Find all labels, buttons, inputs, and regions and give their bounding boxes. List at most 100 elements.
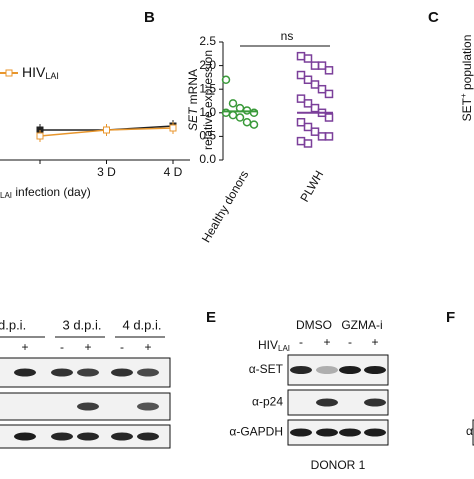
point bbox=[303, 139, 313, 148]
band bbox=[316, 398, 338, 407]
lane-sign: - bbox=[299, 335, 303, 349]
lane-sign: + bbox=[21, 340, 28, 354]
annotation: ns bbox=[281, 29, 294, 43]
lane-sign: + bbox=[144, 340, 151, 354]
band bbox=[14, 368, 36, 377]
point bbox=[103, 126, 110, 134]
row-label: α bbox=[466, 424, 473, 438]
x-tick-label: PLWH bbox=[297, 168, 326, 204]
x-label-sub: LAI bbox=[0, 191, 12, 200]
point bbox=[228, 99, 238, 108]
point bbox=[249, 120, 259, 129]
band bbox=[316, 366, 338, 374]
y-axis-label: relative expression bbox=[201, 50, 215, 150]
band bbox=[364, 366, 386, 374]
y-label-text: population bbox=[460, 35, 474, 94]
legend-marker bbox=[5, 69, 13, 77]
lane-sign: + bbox=[371, 335, 378, 349]
point bbox=[235, 113, 245, 122]
group-header: DMSO bbox=[296, 318, 332, 332]
y-axis-label: SET mRNA bbox=[186, 69, 200, 131]
legend-sub: LAI bbox=[45, 71, 59, 81]
band bbox=[77, 368, 99, 377]
y-tick-label: 0.0 bbox=[199, 152, 216, 166]
panel-label: C bbox=[428, 9, 439, 26]
hiv-sub: LAI bbox=[278, 344, 290, 353]
point bbox=[310, 127, 320, 136]
point bbox=[296, 117, 306, 127]
y-tick-label: 2.0 bbox=[199, 58, 216, 72]
y-label-text: SET bbox=[460, 97, 474, 121]
point bbox=[303, 122, 313, 132]
row-label: α-p24 bbox=[252, 395, 283, 409]
band bbox=[137, 402, 159, 411]
point bbox=[317, 61, 327, 70]
hiv-text: HIV bbox=[258, 338, 278, 352]
band bbox=[339, 366, 361, 374]
legend-entry: HIVLAI bbox=[22, 64, 59, 82]
lane-header: d.p.i. bbox=[0, 317, 26, 332]
band bbox=[77, 402, 99, 411]
point bbox=[317, 132, 327, 141]
y-tick-label: 0.5 bbox=[199, 129, 216, 143]
point bbox=[228, 110, 238, 120]
point bbox=[303, 54, 313, 63]
y-tick-label: 2.5 bbox=[199, 34, 216, 48]
point bbox=[36, 132, 44, 140]
point bbox=[221, 108, 231, 118]
legend-text: HIV bbox=[22, 64, 46, 80]
point bbox=[310, 103, 320, 113]
band bbox=[137, 432, 159, 441]
lane-header: 3 d.p.i. bbox=[62, 317, 101, 332]
lane-sign: - bbox=[120, 340, 124, 354]
band bbox=[290, 428, 312, 437]
y-axis-label: SET+ population bbox=[459, 35, 474, 122]
y-tick-label: 1.5 bbox=[199, 81, 216, 95]
row-label: α-GAPDH bbox=[229, 425, 283, 439]
lane-sign: + bbox=[84, 340, 91, 354]
lane-sign: - bbox=[348, 335, 352, 349]
row-label: α-SET bbox=[249, 362, 284, 376]
point bbox=[324, 89, 334, 99]
lane-sign: - bbox=[60, 340, 64, 354]
panel-label: E bbox=[206, 309, 216, 326]
point bbox=[242, 117, 252, 127]
band bbox=[14, 432, 36, 441]
point bbox=[317, 84, 327, 94]
band bbox=[290, 366, 312, 374]
point bbox=[296, 51, 306, 61]
lane-sign: + bbox=[323, 335, 330, 349]
lane-header: 4 d.p.i. bbox=[122, 317, 161, 332]
point bbox=[303, 99, 313, 108]
band bbox=[339, 428, 361, 437]
hiv-label: HIVLAI bbox=[258, 338, 290, 353]
band bbox=[364, 398, 386, 407]
band bbox=[77, 432, 99, 441]
point bbox=[169, 124, 177, 132]
band bbox=[364, 428, 386, 437]
y-label-text: mRNA bbox=[186, 69, 200, 108]
point bbox=[296, 70, 306, 80]
x-tick-label: 4 D bbox=[164, 165, 183, 179]
point bbox=[303, 75, 313, 85]
band bbox=[51, 432, 73, 441]
point bbox=[310, 80, 320, 89]
band bbox=[137, 368, 159, 377]
point bbox=[296, 94, 306, 103]
y-label-italic: SET bbox=[186, 106, 200, 131]
group-header: GZMA-i bbox=[341, 318, 382, 332]
band bbox=[51, 368, 73, 377]
point bbox=[324, 66, 334, 75]
x-axis-label: LAI infection (day) bbox=[0, 185, 91, 200]
point bbox=[310, 61, 320, 70]
point bbox=[221, 75, 231, 85]
y-label-sup: + bbox=[459, 93, 468, 98]
x-tick-label: 3 D bbox=[97, 165, 116, 179]
panel-label: B bbox=[144, 9, 155, 26]
point bbox=[324, 132, 334, 141]
y-tick-label: 1.0 bbox=[199, 105, 216, 119]
band bbox=[111, 368, 133, 377]
point bbox=[296, 136, 306, 146]
point bbox=[249, 108, 259, 118]
